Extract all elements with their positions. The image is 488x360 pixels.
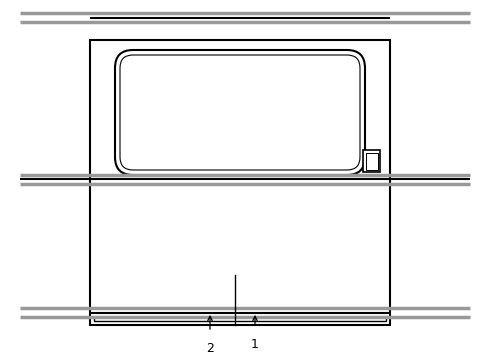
Text: 1: 1 xyxy=(250,338,259,351)
Bar xyxy=(90,40,389,325)
Bar xyxy=(94,317,385,321)
Bar xyxy=(362,150,379,172)
Text: 2: 2 xyxy=(205,342,214,355)
Bar xyxy=(365,153,377,170)
